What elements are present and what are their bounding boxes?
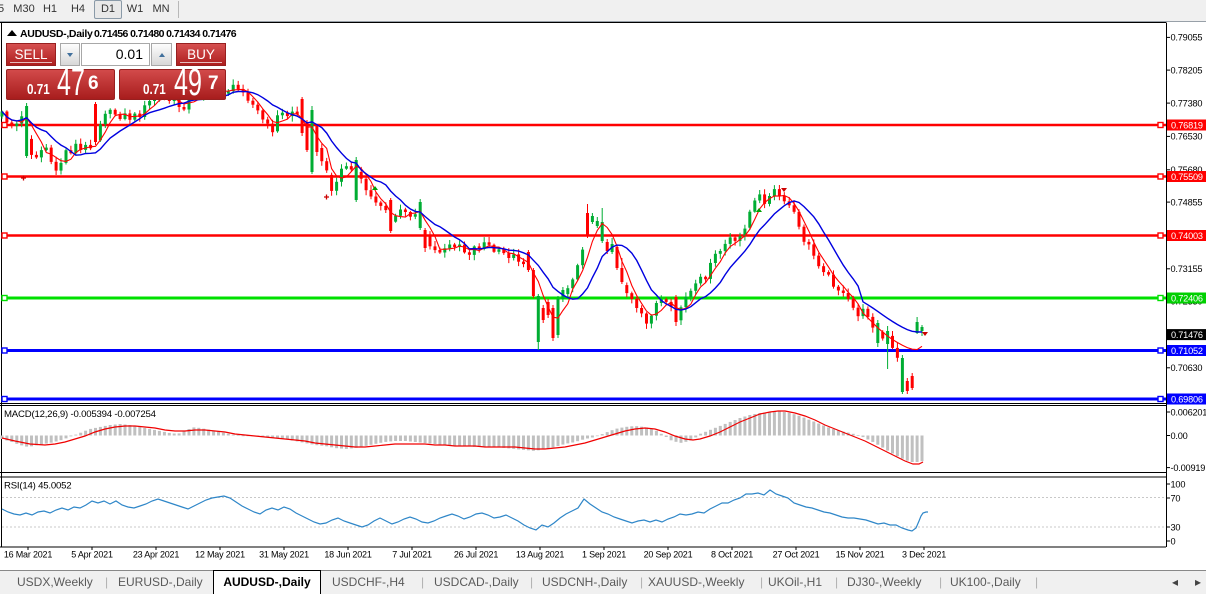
svg-text:13 Aug 2021: 13 Aug 2021 xyxy=(516,550,565,560)
svg-text:MACD(12,26,9) -0.005394 -0.007: MACD(12,26,9) -0.005394 -0.007254 xyxy=(4,409,157,420)
svg-text:31 May 2021: 31 May 2021 xyxy=(259,550,309,560)
svg-text:-0.00919: -0.00919 xyxy=(1171,463,1206,473)
svg-text:0.76819: 0.76819 xyxy=(1171,120,1203,130)
svg-text:26 Jul 2021: 26 Jul 2021 xyxy=(454,550,499,560)
svg-text:0.71476: 0.71476 xyxy=(1171,330,1203,340)
svg-text:AUDUSD-,Daily: AUDUSD-,Daily xyxy=(20,28,93,40)
svg-text:100: 100 xyxy=(1171,479,1186,489)
svg-text:5 Apr 2021: 5 Apr 2021 xyxy=(71,550,113,560)
svg-text:0.74003: 0.74003 xyxy=(1171,231,1203,241)
svg-text:RSI(14) 45.0052: RSI(14) 45.0052 xyxy=(4,481,71,492)
svg-text:0.70630: 0.70630 xyxy=(1171,363,1203,373)
svg-text:70: 70 xyxy=(1171,493,1181,503)
svg-text:12 May 2021: 12 May 2021 xyxy=(195,550,245,560)
svg-text:0.76530: 0.76530 xyxy=(1171,132,1203,142)
svg-text:20 Sep 2021: 20 Sep 2021 xyxy=(644,550,693,560)
svg-text:0.71052: 0.71052 xyxy=(1171,346,1203,356)
svg-text:0.00: 0.00 xyxy=(1171,431,1188,441)
svg-text:0.71456 0.71480 0.71434 0.7147: 0.71456 0.71480 0.71434 0.71476 xyxy=(94,28,237,40)
svg-text:8 Oct 2021: 8 Oct 2021 xyxy=(711,550,753,560)
svg-text:0.006201: 0.006201 xyxy=(1171,407,1206,417)
svg-text:3 Dec 2021: 3 Dec 2021 xyxy=(902,550,946,560)
svg-text:0.73155: 0.73155 xyxy=(1171,264,1203,274)
svg-text:0.78205: 0.78205 xyxy=(1171,65,1203,75)
svg-text:18 Jun 2021: 18 Jun 2021 xyxy=(324,550,372,560)
svg-text:0.74855: 0.74855 xyxy=(1171,197,1203,207)
svg-text:0.75680: 0.75680 xyxy=(1171,165,1203,175)
svg-text:0.75509: 0.75509 xyxy=(1171,172,1203,182)
svg-text:1 Sep 2021: 1 Sep 2021 xyxy=(582,550,626,560)
svg-text:23 Apr 2021: 23 Apr 2021 xyxy=(133,550,180,560)
svg-text:0: 0 xyxy=(1171,536,1176,546)
svg-text:30: 30 xyxy=(1171,522,1181,532)
svg-text:27 Oct 2021: 27 Oct 2021 xyxy=(773,550,820,560)
svg-text:0.77380: 0.77380 xyxy=(1171,98,1203,108)
svg-text:0.69806: 0.69806 xyxy=(1171,394,1203,404)
svg-text:0.79055: 0.79055 xyxy=(1171,33,1203,43)
svg-text:7 Jul 2021: 7 Jul 2021 xyxy=(392,550,432,560)
svg-text:16 Mar 2021: 16 Mar 2021 xyxy=(4,550,53,560)
svg-text:0.72406: 0.72406 xyxy=(1171,293,1203,303)
svg-text:15 Nov 2021: 15 Nov 2021 xyxy=(836,550,885,560)
